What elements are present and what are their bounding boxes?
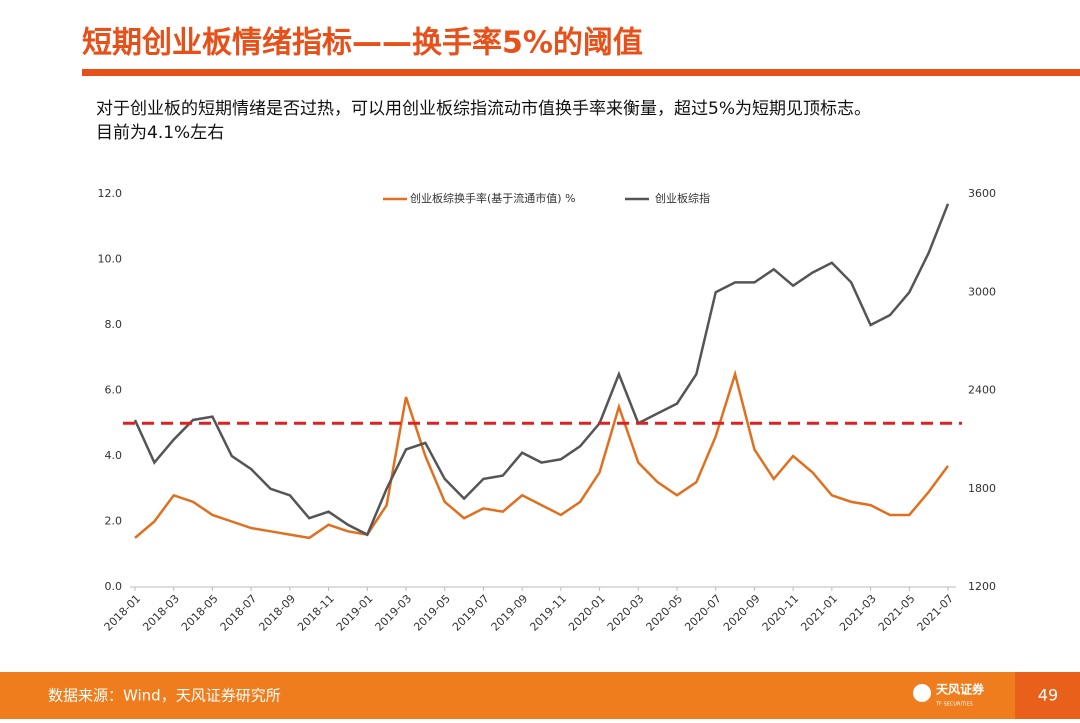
y-tick-label: 0.0 [105, 580, 123, 593]
slide-title: 短期创业板情绪指标——换手率5%的阈值 [82, 26, 643, 61]
y2-tick-label: 3000 [968, 285, 996, 298]
y-tick-label: 4.0 [105, 449, 123, 462]
y2-tick-label: 3600 [968, 187, 996, 200]
y-tick-label: 8.0 [105, 318, 123, 331]
y-tick-label: 6.0 [105, 384, 123, 397]
legend-label: 创业板综换手率(基于流通市值) % [410, 191, 576, 205]
series-line [134, 369, 950, 540]
logo-sub: TF SECURITIES [935, 702, 973, 708]
y2-tick-label: 1800 [968, 482, 996, 495]
logo: 天风证券 [936, 682, 985, 697]
title-bar [82, 69, 1080, 76]
y-tick-label: 10.0 [98, 253, 123, 266]
page-box [1015, 672, 1080, 719]
source: 数据来源：Wind，天风证券研究所 [48, 687, 281, 705]
page-number: 49 [1038, 686, 1058, 705]
series-line [133, 203, 950, 537]
y2-tick-label: 1200 [968, 580, 996, 593]
logo-icon [913, 684, 931, 702]
legend-label: 创业板综指 [655, 191, 710, 205]
body-text: 目前为4.1%左右 [96, 123, 224, 143]
y2-tick-label: 2400 [968, 384, 996, 397]
y-tick-label: 12.0 [98, 187, 123, 200]
body-text: 对于创业板的短期情绪是否过热，可以用创业板综指流动市值换手率来衡量，超过5%为短… [96, 99, 871, 119]
y-tick-label: 2.0 [105, 515, 123, 528]
footer-band [0, 672, 1080, 719]
